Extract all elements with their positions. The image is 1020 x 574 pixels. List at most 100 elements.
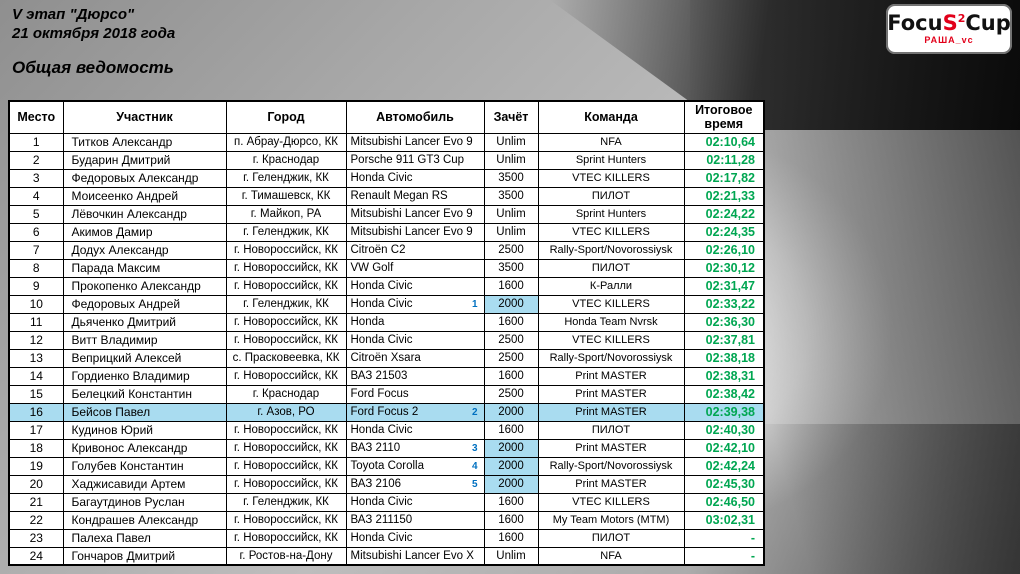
car-name: Citroën Xsara bbox=[350, 352, 421, 364]
table-row: 13 Веприцкий Алексей с. Прасковеевка, КК Ci… bbox=[8, 348, 765, 368]
cell-class: 1600 bbox=[483, 420, 539, 440]
class-position-badge: 2 bbox=[471, 406, 478, 418]
cell-class: Unlim bbox=[483, 204, 539, 224]
car-name: Mitsubishi Lancer Evo 9 bbox=[350, 226, 473, 238]
table-row: 18 Кривонос Александр г. Новороссийск, КК В… bbox=[8, 438, 765, 458]
table-row: 16 Бейсов Павел г. Азов, РО Ford Focus 2 2 20… bbox=[8, 402, 765, 422]
cell-time: 02:45,30 bbox=[683, 474, 765, 494]
car-name: ВАЗ 211150 bbox=[350, 514, 413, 526]
table-row: 8 Парада Максим г. Новороссийск, КК VW Golf… bbox=[8, 258, 765, 278]
cell-time: 02:42,10 bbox=[683, 438, 765, 458]
cell-team: Print MASTER bbox=[537, 366, 685, 386]
cell-time: 02:11,28 bbox=[683, 150, 765, 170]
cell-team: Print MASTER bbox=[537, 402, 685, 422]
cell-time: 02:46,50 bbox=[683, 492, 765, 512]
logo-text: FocuS2Cup bbox=[887, 13, 1011, 34]
cell-place: 24 bbox=[8, 546, 64, 566]
class-position-badge: 3 bbox=[471, 442, 478, 454]
cell-team: К-Ралли bbox=[537, 276, 685, 296]
cell-city: г. Новороссийск, КК bbox=[225, 240, 347, 260]
car-name: ВАЗ 21503 bbox=[350, 370, 408, 382]
cell-place: 19 bbox=[8, 456, 64, 476]
cell-class: 1600 bbox=[483, 276, 539, 296]
cell-participant: Федоровых Андрей bbox=[62, 294, 227, 314]
cell-class: 1600 bbox=[483, 312, 539, 332]
cell-city: г. Ростов-на-Дону bbox=[225, 546, 347, 566]
cell-time: 02:30,12 bbox=[683, 258, 765, 278]
cell-team: Print MASTER bbox=[537, 438, 685, 458]
cell-class: 2000 bbox=[483, 456, 539, 476]
cell-place: 2 bbox=[8, 150, 64, 170]
cell-car: Renault Megan RS bbox=[345, 186, 485, 206]
cell-team: My Team Motors (MTM) bbox=[537, 510, 685, 530]
cell-place: 10 bbox=[8, 294, 64, 314]
logo-part-black1: Focu bbox=[887, 11, 943, 35]
cell-car: Citroën C2 bbox=[345, 240, 485, 260]
cell-time: 02:10,64 bbox=[683, 132, 765, 152]
cell-city: г. Новороссийск, КК bbox=[225, 258, 347, 278]
car-name: Honda Civic bbox=[350, 424, 413, 436]
cell-class: 2500 bbox=[483, 348, 539, 368]
cell-place: 13 bbox=[8, 348, 64, 368]
event-title: V этап "Дюрсо" bbox=[12, 6, 135, 23]
cell-car: Honda Civic bbox=[345, 276, 485, 296]
cell-car: Honda Civic bbox=[345, 528, 485, 548]
cell-class: Unlim bbox=[483, 132, 539, 152]
table-row: 23 Палеха Павел г. Новороссийск, КК Honda C… bbox=[8, 528, 765, 548]
cell-city: г. Геленджик, КК bbox=[225, 168, 347, 188]
table-row: 20 Хаджисавиди Артем г. Новороссийск, КК ВА… bbox=[8, 474, 765, 494]
table-row: 10 Федоровых Андрей г. Геленджик, КК Honda … bbox=[8, 294, 765, 314]
cell-car: Honda Civic 1 bbox=[345, 294, 485, 314]
cell-team: VTEC KILLERS bbox=[537, 294, 685, 314]
cell-participant: Федоровых Александр bbox=[62, 168, 227, 188]
cell-time: 02:24,35 bbox=[683, 222, 765, 242]
car-name: Honda Civic bbox=[350, 280, 413, 292]
table-row: 14 Гордиенко Владимир г. Новороссийск, КК В… bbox=[8, 366, 765, 386]
cell-city: г. Новороссийск, КК bbox=[225, 330, 347, 350]
cell-team: VTEC KILLERS bbox=[537, 330, 685, 350]
cell-city: г. Геленджик, КК bbox=[225, 492, 347, 512]
car-name: Honda Civic bbox=[350, 334, 413, 346]
cell-city: г. Новороссийск, КК bbox=[225, 474, 347, 494]
cell-time: - bbox=[683, 546, 765, 566]
car-name: Honda Civic bbox=[350, 532, 413, 544]
table-row: 17 Кудинов Юрий г. Новороссийск, КК Honda C… bbox=[8, 420, 765, 440]
cell-city: г. Новороссийск, КК bbox=[225, 510, 347, 530]
cell-team: Rally-Sport/Novorossiysk bbox=[537, 348, 685, 368]
cell-class: 2500 bbox=[483, 330, 539, 350]
cell-class: 2000 bbox=[483, 438, 539, 458]
cell-city: г. Геленджик, КК bbox=[225, 294, 347, 314]
cell-car: Mitsubishi Lancer Evo 9 bbox=[345, 222, 485, 242]
cell-participant: Кондрашев Александр bbox=[62, 510, 227, 530]
cell-city: п. Абрау-Дюрсо, КК bbox=[225, 132, 347, 152]
cell-participant: Бейсов Павел bbox=[62, 402, 227, 422]
cell-participant: Багаутдинов Руслан bbox=[62, 492, 227, 512]
car-name: Citroën C2 bbox=[350, 244, 406, 256]
logo-sup: 2 bbox=[957, 12, 966, 25]
cell-team: VTEC KILLERS bbox=[537, 492, 685, 512]
col-header-team: Команда bbox=[537, 100, 685, 134]
cell-place: 3 bbox=[8, 168, 64, 188]
cell-car: ВАЗ 211150 bbox=[345, 510, 485, 530]
cell-team: Print MASTER bbox=[537, 384, 685, 404]
cell-place: 1 bbox=[8, 132, 64, 152]
cell-car: VW Golf bbox=[345, 258, 485, 278]
results-table: Место Участник Город Автомобиль Зачёт Ко… bbox=[8, 100, 765, 566]
cell-time: 02:36,30 bbox=[683, 312, 765, 332]
cell-place: 8 bbox=[8, 258, 64, 278]
table-row: 15 Белецкий Константин г. Краснодар Ford Fo… bbox=[8, 384, 765, 404]
car-name: Ford Focus bbox=[350, 388, 409, 400]
cell-team: VTEC KILLERS bbox=[537, 168, 685, 188]
cell-team: Sprint Hunters bbox=[537, 150, 685, 170]
cell-participant: Белецкий Константин bbox=[62, 384, 227, 404]
cell-car: Ford Focus 2 2 bbox=[345, 402, 485, 422]
table-row: 24 Гончаров Дмитрий г. Ростов-на-Дону Mitsu… bbox=[8, 546, 765, 566]
cell-place: 21 bbox=[8, 492, 64, 512]
cell-city: г. Азов, РО bbox=[225, 402, 347, 422]
cell-car: ВАЗ 21503 bbox=[345, 366, 485, 386]
cell-car: Honda bbox=[345, 312, 485, 332]
cell-city: с. Прасковеевка, КК bbox=[225, 348, 347, 368]
table-row: 1 Титков Александр п. Абрау-Дюрсо, КК Mitsu… bbox=[8, 132, 765, 152]
cell-time: 02:17,82 bbox=[683, 168, 765, 188]
cell-place: 5 bbox=[8, 204, 64, 224]
